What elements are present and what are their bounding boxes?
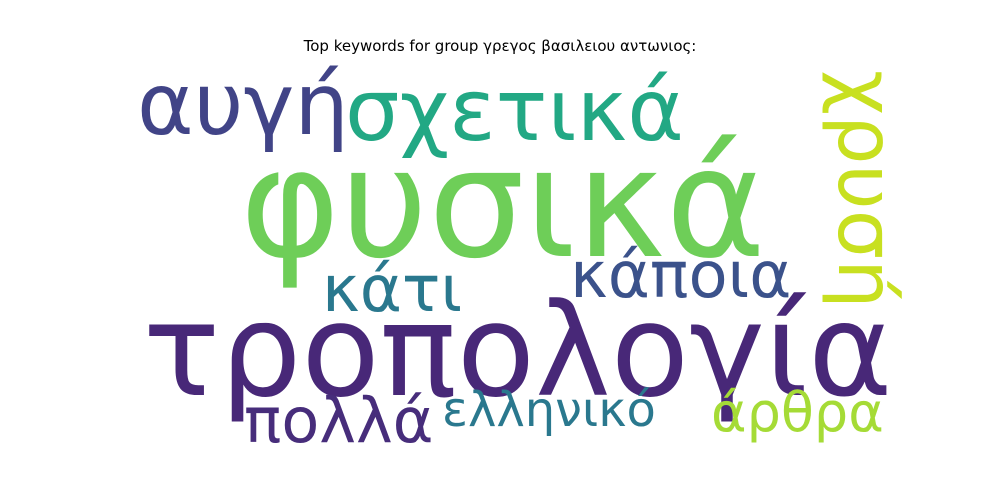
word-chrysi: χρυσή [820,70,910,309]
word-tropologia: τροπολογία [143,277,893,426]
chart-title: Top keywords for group γρεγος βασιλειου … [303,37,697,55]
word-kapoia: κάποια [570,239,792,313]
word-fysika: φυσικά [240,115,766,292]
word-avgi: αυγή [137,55,349,155]
word-elliniko: ελληνικό [442,382,656,438]
word-arthra: άρθρα [711,381,884,444]
word-kati: κάτι [322,253,463,327]
word-sxetika: σχετικά [345,61,684,161]
word-polla: πολλά [244,384,434,457]
